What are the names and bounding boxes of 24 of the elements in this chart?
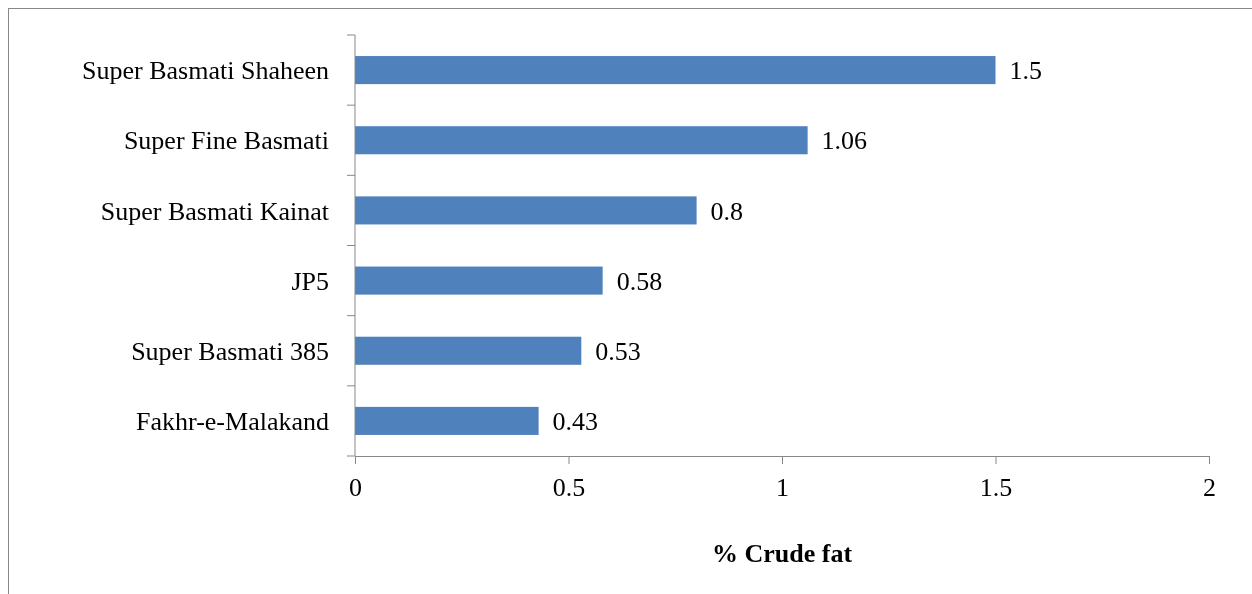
x-tick-label: 0.5 (552, 472, 586, 502)
y-tick-label: Super Basmati Shaheen (82, 56, 329, 86)
x-axis-title: % Crude fat (711, 539, 853, 568)
data-label: 1.06 (821, 126, 868, 156)
x-tick-label: 1.5 (979, 472, 1013, 502)
y-tick-label: JP5 (291, 266, 329, 296)
bar (355, 266, 603, 295)
data-label: 0.43 (552, 407, 599, 437)
data-label: 0.53 (595, 336, 641, 366)
y-tick-label: Super Fine Basmati (123, 126, 329, 156)
x-tick-label: 0 (349, 472, 362, 502)
data-label: 0.8 (710, 196, 744, 226)
bar (355, 406, 539, 435)
y-tick-label: Fakhr-e-Malakand (136, 407, 329, 437)
bar (355, 196, 697, 225)
bar (355, 126, 808, 155)
x-tick-label: 1 (776, 472, 789, 502)
x-tick-label: 2 (1203, 472, 1216, 502)
y-tick-label: Super Basmati Kainat (100, 196, 330, 226)
bar (355, 336, 582, 365)
y-tick-label: Super Basmati 385 (131, 336, 329, 366)
bar (355, 56, 996, 85)
data-label: 0.58 (616, 266, 663, 296)
data-label: 1.5 (1009, 56, 1042, 86)
